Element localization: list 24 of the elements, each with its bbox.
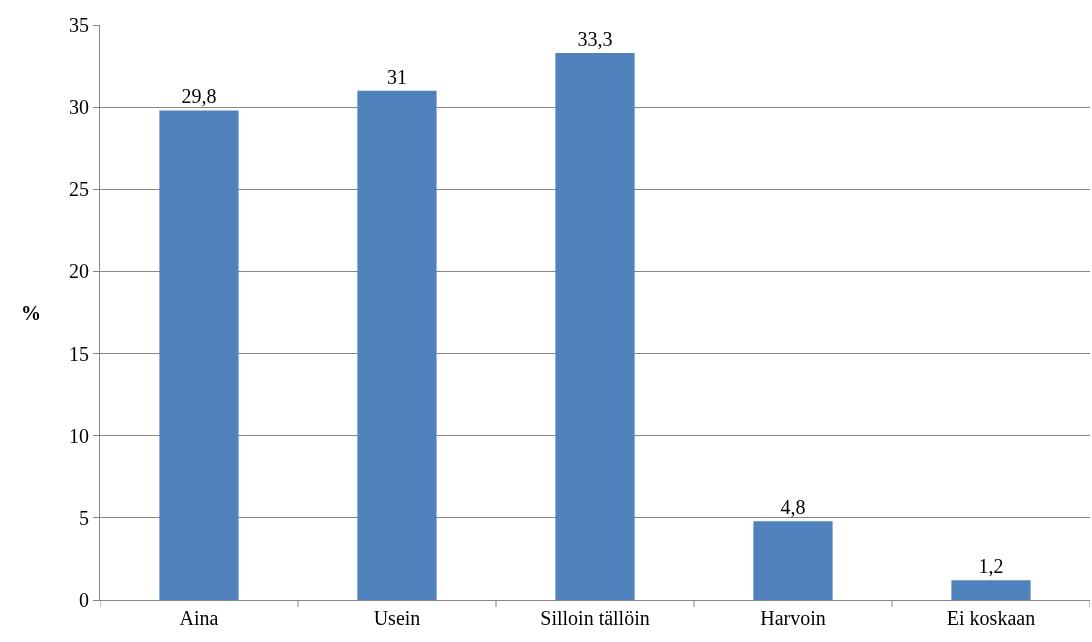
y-tick-label: 0 xyxy=(79,589,89,611)
y-tick-label: 15 xyxy=(69,342,89,365)
bar xyxy=(357,90,437,600)
data-label: 33,3 xyxy=(577,27,613,50)
y-tick-label: 20 xyxy=(69,260,89,283)
x-tick-label: Silloin tällöin xyxy=(540,607,650,629)
y-tick-label: 30 xyxy=(69,96,89,119)
data-label: 4,8 xyxy=(780,496,806,519)
bar xyxy=(951,580,1031,600)
y-tick-label: 10 xyxy=(69,424,89,447)
y-tick-label: 25 xyxy=(69,178,89,201)
data-label: 29,8 xyxy=(181,85,217,108)
y-tick-label: 5 xyxy=(79,506,89,529)
y-tick-label: 35 xyxy=(69,14,89,36)
bar xyxy=(159,110,239,600)
x-tick-label: Aina xyxy=(179,607,219,629)
bar xyxy=(753,521,833,600)
x-tick-label: Ei koskaan xyxy=(946,607,1036,629)
x-tick-label: Harvoin xyxy=(760,607,826,629)
bar xyxy=(555,52,635,600)
data-label: 1,2 xyxy=(978,555,1004,578)
data-label: 31 xyxy=(387,65,407,88)
y-axis-title: % xyxy=(21,302,41,324)
x-tick-label: Usein xyxy=(373,607,421,629)
